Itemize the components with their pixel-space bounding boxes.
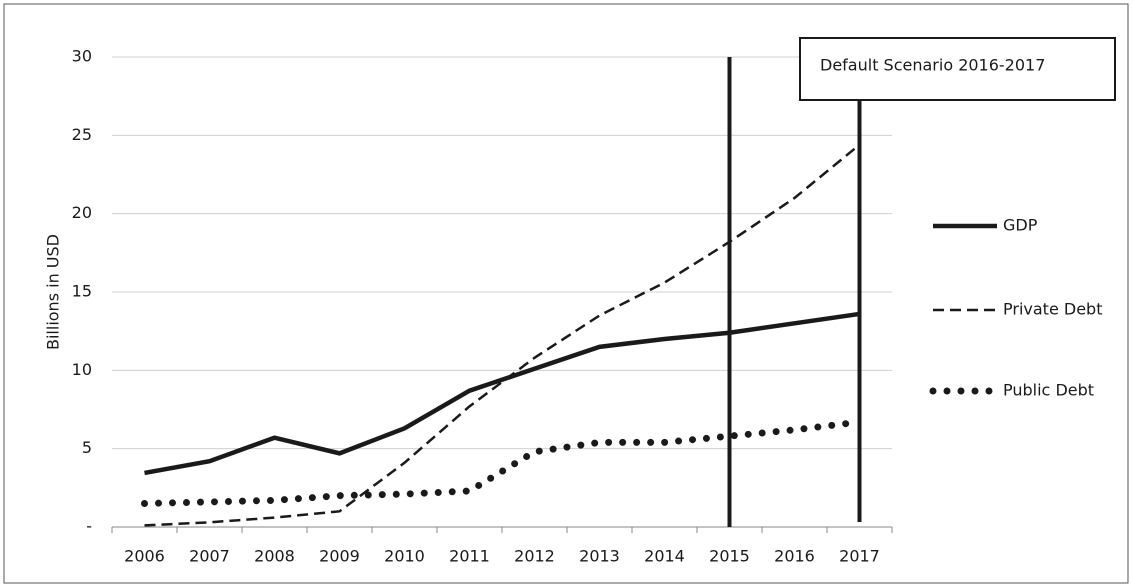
- annotation-text: Default Scenario 2016-2017: [820, 56, 1045, 75]
- y-tick-label: 10: [72, 360, 92, 379]
- x-tick-label: 2013: [579, 547, 620, 566]
- y-tick-label: 15: [72, 282, 92, 301]
- series-line: [141, 418, 863, 507]
- x-tick-label: 2015: [709, 547, 750, 566]
- annotation-box: [799, 37, 1116, 101]
- y-tick-label: 20: [72, 203, 92, 222]
- legend-label: Public Debt: [1003, 381, 1094, 400]
- y-axis-label: Billions in USD: [44, 234, 63, 350]
- y-tick-label: 30: [72, 47, 92, 66]
- legend-label: GDP: [1003, 216, 1038, 235]
- x-tick-label: 2010: [384, 547, 425, 566]
- x-tick-label: 2014: [644, 547, 685, 566]
- x-tick-label: 2009: [319, 547, 360, 566]
- y-tick-label: 5: [82, 438, 92, 457]
- x-tick-label: 2011: [449, 547, 490, 566]
- series-line: [144, 311, 860, 476]
- series-line: [144, 143, 861, 527]
- x-tick-label: 2006: [124, 547, 165, 566]
- y-tick-label: 25: [72, 125, 92, 144]
- x-tick-label: 2017: [839, 547, 880, 566]
- x-tick-label: 2008: [254, 547, 295, 566]
- x-tick-label: 2012: [514, 547, 555, 566]
- legend-label: Private Debt: [1003, 300, 1102, 319]
- x-tick-label: 2007: [189, 547, 230, 566]
- y-tick-label: -: [86, 517, 92, 536]
- x-tick-label: 2016: [774, 547, 815, 566]
